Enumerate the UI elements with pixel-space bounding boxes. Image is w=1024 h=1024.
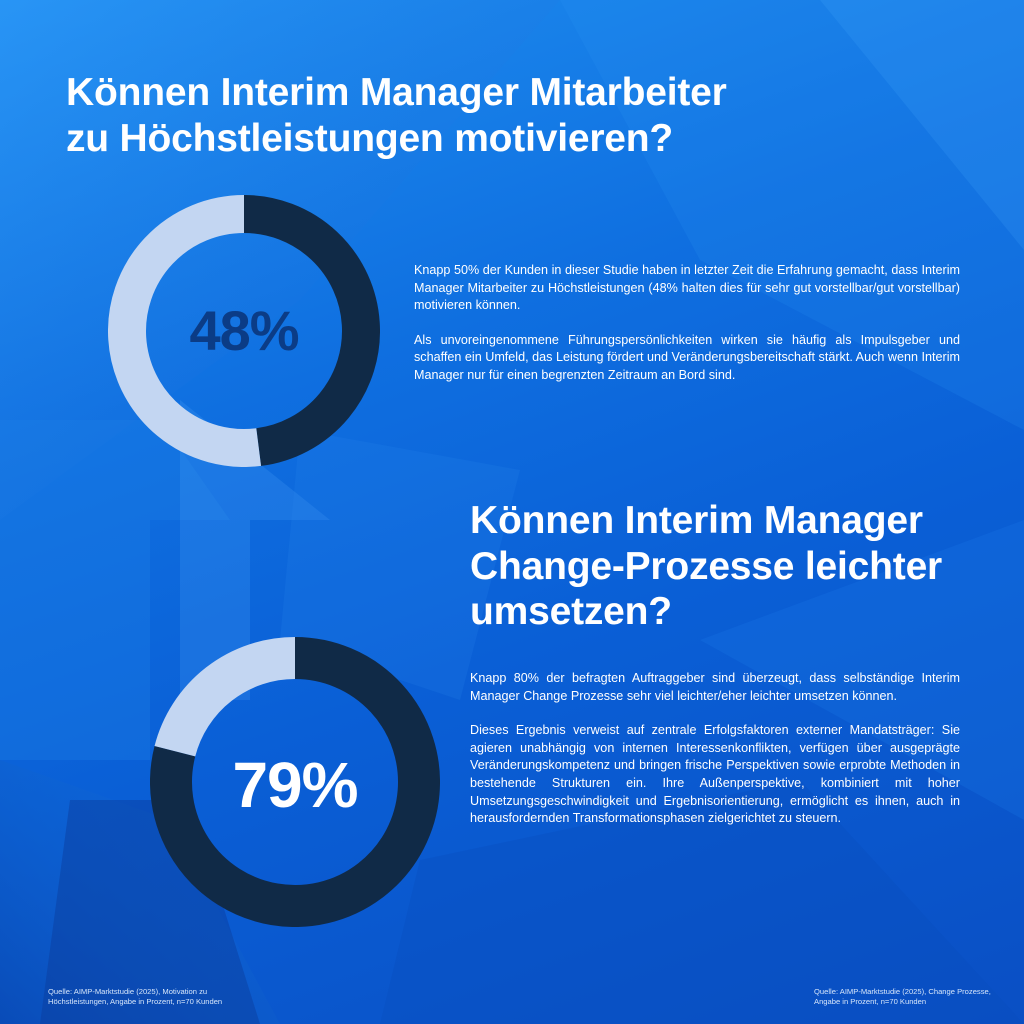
donut-chart-48-label: 48% — [189, 299, 299, 362]
section1-paragraph1: Knapp 50% der Kunden in dieser Studie ha… — [414, 263, 960, 313]
source-right-line1: Quelle: AIMP-Marktstudie (2025), Change … — [814, 987, 991, 996]
section2-title-line3: umsetzen? — [470, 590, 672, 634]
section1-title: Können Interim Manager Mitarbeiter zu Hö… — [66, 70, 826, 161]
source-note-right: Quelle: AIMP-Marktstudie (2025), Change … — [814, 987, 1014, 1007]
donut-chart-79-label: 79% — [232, 749, 358, 821]
section2-paragraph1: Knapp 80% der befragten Auftraggeber sin… — [470, 671, 960, 703]
donut-79-slice-value — [150, 637, 440, 927]
bg-shape — [280, 430, 520, 700]
section2-title-line1: Können Interim Manager — [470, 499, 923, 542]
section2-body: Knapp 80% der befragten Auftraggeber sin… — [470, 670, 960, 845]
section1-title-line1: Können Interim Manager Mitarbeiter — [66, 71, 727, 114]
section2-paragraph2: Dieses Ergebnis verweist auf zentrale Er… — [470, 723, 960, 826]
donut-chart-48 — [108, 195, 380, 467]
section1-title-line2: zu Höchstleistungen motivieren? — [66, 116, 674, 160]
donut-48-slice-remainder — [108, 195, 262, 467]
bg-arrow-shape — [180, 400, 330, 700]
bg-shape — [0, 760, 280, 1024]
source-left-line1: Quelle: AIMP-Marktstudie (2025), Motivat… — [48, 987, 208, 996]
bg-shape — [560, 0, 1024, 430]
section1-body: Knapp 50% der Kunden in dieser Studie ha… — [414, 262, 960, 402]
section2-title-line2: Change-Prozesse leichter — [470, 544, 943, 588]
bg-shape — [380, 780, 1024, 1024]
bg-shape — [820, 0, 1024, 250]
donut-79-slice-remainder — [154, 637, 296, 757]
source-right-line2: Angabe in Prozent, n=70 Kunden — [814, 997, 927, 1006]
bg-arrow-shape — [0, 420, 230, 760]
bg-shape — [700, 520, 1024, 820]
source-note-left: Quelle: AIMP-Marktstudie (2025), Motivat… — [48, 987, 268, 1007]
source-left-line2: Höchstleistungen, Angabe in Prozent, n=7… — [48, 997, 223, 1006]
section1-paragraph2: Als unvoreingenommene Führungspersönlich… — [414, 332, 960, 382]
section2-title: Können Interim Manager Change-Prozesse l… — [470, 498, 1000, 635]
donut-chart-79 — [150, 637, 440, 927]
donut-48-slice-value — [243, 195, 380, 466]
